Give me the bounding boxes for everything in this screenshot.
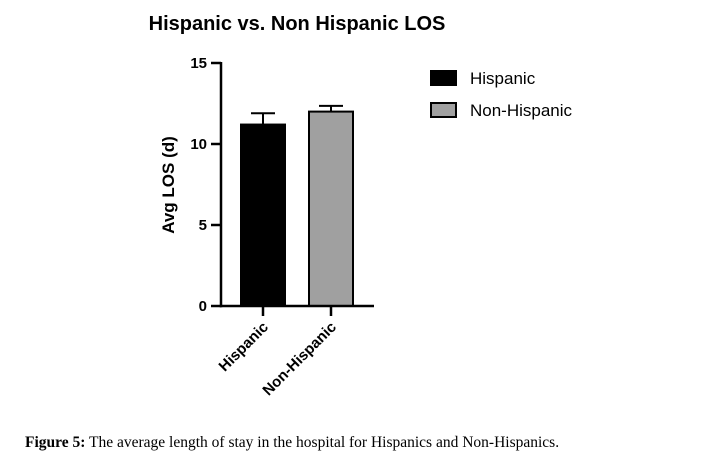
legend-swatch-hispanic <box>430 70 457 86</box>
figure-caption: Figure 5: The average length of stay in … <box>25 434 695 452</box>
legend-swatch-non-hispanic <box>430 102 457 118</box>
legend: Hispanic Non-Hispanic <box>430 69 573 120</box>
y-tick-label-15: 15 <box>190 55 207 72</box>
figure-label: Figure 5: <box>25 434 86 451</box>
y-axis-label: Avg LOS (d) <box>159 136 178 234</box>
bars <box>240 104 354 307</box>
chart-title: Hispanic vs. Non Hispanic LOS <box>149 13 446 35</box>
y-tick-label-0: 0 <box>199 298 207 315</box>
caption-text: The average length of stay in the hospit… <box>89 434 560 451</box>
y-tick-label-5: 5 <box>199 217 207 234</box>
bar-hispanic <box>240 123 286 307</box>
legend-label-hispanic: Hispanic <box>470 69 536 88</box>
y-axis: 0 5 10 15 <box>190 55 223 315</box>
legend-label-non-hispanic: Non-Hispanic <box>470 101 573 120</box>
y-tick-label-10: 10 <box>190 136 207 153</box>
x-tick-label-hispanic: Hispanic <box>216 319 272 375</box>
bar-chart: Hispanic vs. Non Hispanic LOS Avg LOS (d… <box>149 13 573 399</box>
bar-non-hispanic <box>308 110 354 307</box>
